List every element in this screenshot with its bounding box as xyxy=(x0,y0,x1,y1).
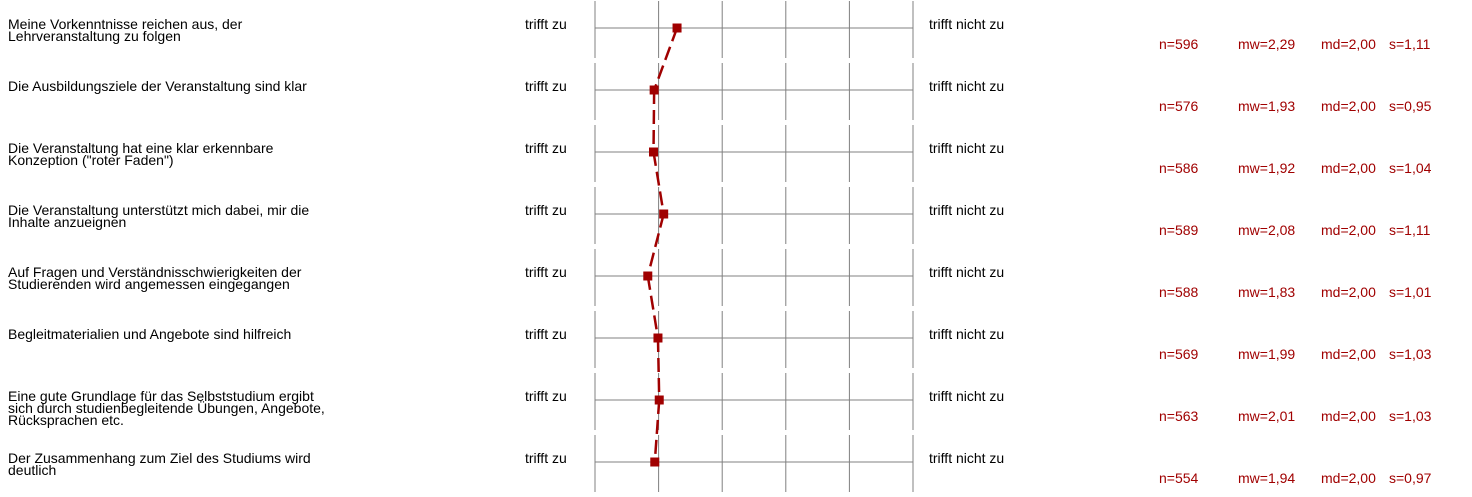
stat-mean: mw=2,29 xyxy=(1238,36,1296,52)
survey-row: Eine gute Grundlage für das Selbststudiu… xyxy=(0,372,1472,434)
stat-mean: mw=1,94 xyxy=(1238,470,1296,486)
scale-right-label: trifft nicht zu xyxy=(929,388,1005,404)
stat-n: n=554 xyxy=(1159,470,1199,486)
stat-n: n=563 xyxy=(1159,408,1199,424)
stat-median: md=2,00 xyxy=(1321,470,1376,486)
survey-row: Begleitmaterialien und Angebote sind hil… xyxy=(0,310,1472,372)
stat-stddev: s=0,97 xyxy=(1389,470,1432,486)
stat-median: md=2,00 xyxy=(1321,98,1376,114)
stat-stddev: s=0,95 xyxy=(1389,98,1432,114)
scale-right-label: trifft nicht zu xyxy=(929,450,1005,466)
scale-right-label: trifft nicht zu xyxy=(929,264,1005,280)
stat-mean: mw=1,92 xyxy=(1238,160,1296,176)
scale-left-label: trifft zu xyxy=(525,16,567,32)
scale-left-label: trifft zu xyxy=(525,450,567,466)
scale-right-label: trifft nicht zu xyxy=(929,78,1005,94)
stat-n: n=576 xyxy=(1159,98,1199,114)
stat-median: md=2,00 xyxy=(1321,284,1376,300)
question-text: Die Veranstaltung unterstützt mich dabei… xyxy=(8,202,310,230)
survey-row: Der Zusammenhang zum Ziel des Studiums w… xyxy=(0,434,1472,496)
stat-stddev: s=1,11 xyxy=(1389,222,1431,238)
stat-median: md=2,00 xyxy=(1321,36,1376,52)
question-text: Die Ausbildungsziele der Veranstaltung s… xyxy=(8,78,307,94)
stat-n: n=596 xyxy=(1159,36,1199,52)
stat-mean: mw=2,01 xyxy=(1238,408,1296,424)
survey-row: Die Veranstaltung hat eine klar erkennba… xyxy=(0,124,1472,186)
question-text: Meine Vorkenntnisse reichen aus, der Leh… xyxy=(8,16,243,44)
stat-median: md=2,00 xyxy=(1321,160,1376,176)
scale-left-label: trifft zu xyxy=(525,140,567,156)
survey-row: Die Ausbildungsziele der Veranstaltung s… xyxy=(0,62,1472,124)
stat-n: n=569 xyxy=(1159,346,1199,362)
scale-right-label: trifft nicht zu xyxy=(929,140,1005,156)
stat-stddev: s=1,01 xyxy=(1389,284,1432,300)
scale-left-label: trifft zu xyxy=(525,202,567,218)
stat-mean: mw=2,08 xyxy=(1238,222,1296,238)
scale-right-label: trifft nicht zu xyxy=(929,16,1005,32)
stat-mean: mw=1,99 xyxy=(1238,346,1296,362)
stat-stddev: s=1,03 xyxy=(1389,346,1432,362)
scale-left-label: trifft zu xyxy=(525,326,567,342)
scale-left-label: trifft zu xyxy=(525,388,567,404)
stat-n: n=586 xyxy=(1159,160,1199,176)
survey-row: Meine Vorkenntnisse reichen aus, der Leh… xyxy=(0,0,1472,62)
stat-median: md=2,00 xyxy=(1321,222,1376,238)
question-text: Der Zusammenhang zum Ziel des Studiums w… xyxy=(8,450,311,478)
stat-median: md=2,00 xyxy=(1321,346,1376,362)
scale-right-label: trifft nicht zu xyxy=(929,326,1005,342)
question-text: Begleitmaterialien und Angebote sind hil… xyxy=(8,326,292,342)
survey-row: Die Veranstaltung unterstützt mich dabei… xyxy=(0,186,1472,248)
stat-n: n=588 xyxy=(1159,284,1199,300)
scale-right-label: trifft nicht zu xyxy=(929,202,1005,218)
survey-row: Auf Fragen und Verständnisschwierigkeite… xyxy=(0,248,1472,310)
scale-left-label: trifft zu xyxy=(525,264,567,280)
question-text: Eine gute Grundlage für das Selbststudiu… xyxy=(8,388,325,428)
stat-mean: mw=1,93 xyxy=(1238,98,1296,114)
stat-n: n=589 xyxy=(1159,222,1199,238)
scale-left-label: trifft zu xyxy=(525,78,567,94)
stat-mean: mw=1,83 xyxy=(1238,284,1296,300)
stat-stddev: s=1,11 xyxy=(1389,36,1431,52)
stat-stddev: s=1,04 xyxy=(1389,160,1432,176)
question-text: Auf Fragen und Verständnisschwierigkeite… xyxy=(8,264,302,292)
question-text: Die Veranstaltung hat eine klar erkennba… xyxy=(8,140,274,168)
stat-stddev: s=1,03 xyxy=(1389,408,1432,424)
stat-median: md=2,00 xyxy=(1321,408,1376,424)
